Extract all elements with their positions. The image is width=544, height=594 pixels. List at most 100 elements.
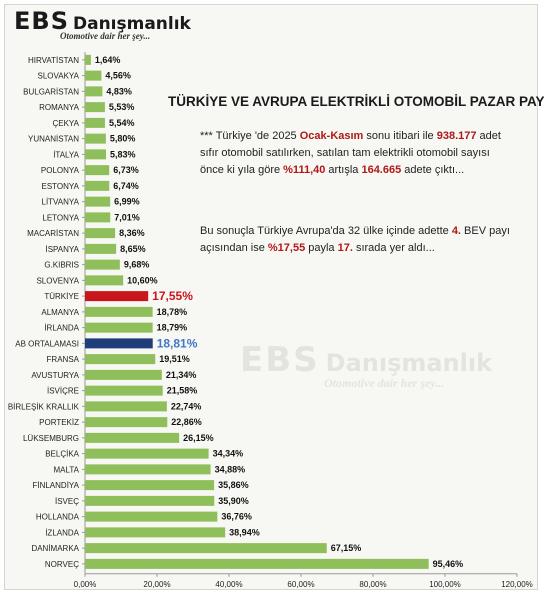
category-label: AVUSTURYA (31, 371, 79, 380)
bar (85, 448, 209, 459)
category-label: PORTEKİZ (39, 418, 79, 427)
value-label: 34,34% (213, 449, 244, 459)
value-label: 6,73% (113, 165, 139, 175)
value-label: 34,88% (215, 464, 246, 474)
category-label: HOLLANDA (36, 513, 80, 522)
value-label: 17,55% (152, 289, 193, 303)
p2-highlight-share: %17,55 (267, 242, 306, 254)
value-label: 5,54% (109, 118, 135, 128)
p1-text-5: adete çıktı... (401, 164, 465, 176)
bar (85, 149, 106, 160)
x-tick-label: 100,00% (429, 580, 461, 589)
bar (85, 480, 215, 491)
category-label: LÜKSEMBURG (23, 434, 79, 443)
value-label: 35,86% (218, 480, 249, 490)
value-label: 22,74% (171, 401, 202, 411)
x-tick-label: 0,00% (74, 580, 97, 589)
value-label: 5,53% (109, 102, 135, 112)
category-label: İSVEÇ (55, 497, 79, 506)
category-label: LİTVANYA (42, 198, 80, 207)
value-label: 9,68% (124, 260, 150, 270)
p1-highlight-growth: %111,40 (283, 164, 326, 176)
p2-text-4: sırada yer aldı... (352, 242, 435, 254)
category-label: NORVEÇ (45, 560, 79, 569)
value-label: 1,64% (95, 55, 121, 65)
summary-paragraph-1: *** Türkiye 'de 2025 Ocak-Kasım sonu iti… (200, 128, 510, 179)
category-label: POLONYA (41, 166, 80, 175)
p1-highlight-ev-sales: 164.665 (361, 164, 402, 176)
category-label: MACARİSTAN (27, 229, 79, 238)
bar (85, 102, 105, 113)
value-label: 35,90% (218, 496, 249, 506)
p1-text-1: *** Türkiye 'de 2025 (200, 130, 300, 142)
category-label: LETONYA (42, 213, 79, 222)
category-label: AB ORTALAMASI (15, 339, 79, 348)
value-label: 26,15% (183, 433, 214, 443)
watermark-firm: Danışmanlık (325, 349, 493, 377)
value-label: 5,80% (110, 134, 136, 144)
category-label: BELÇİKA (45, 450, 79, 459)
bar (85, 243, 117, 254)
bar (85, 543, 327, 554)
bar (85, 558, 429, 569)
x-tick-label: 80,00% (359, 580, 386, 589)
x-tick-label: 20,00% (143, 580, 170, 589)
bar (85, 385, 163, 396)
value-label: 6,99% (114, 197, 140, 207)
bar (85, 86, 103, 97)
category-label: YUNANİSTAN (28, 135, 79, 144)
value-label: 38,94% (229, 527, 260, 537)
p2-text-2: BEV payı açısından ise (200, 225, 510, 254)
bar (85, 275, 124, 286)
bar (85, 322, 153, 333)
category-label: FRANSA (47, 355, 80, 364)
bar (85, 401, 167, 412)
value-label: 5,83% (110, 149, 136, 159)
p1-text-4: artışla (325, 164, 362, 176)
category-label: MALTA (54, 465, 80, 474)
bar (85, 464, 211, 475)
bar (85, 291, 149, 302)
bar (85, 165, 110, 176)
bar (85, 417, 168, 428)
value-label: 18,78% (157, 307, 188, 317)
category-label: BULGARİSTAN (23, 87, 79, 96)
value-label: 21,34% (166, 370, 197, 380)
category-label: ÇEKYA (52, 119, 79, 128)
p1-highlight-total-sales: 938.177 (436, 130, 477, 142)
value-label: 36,76% (221, 512, 252, 522)
category-label: SLOVENYA (36, 276, 79, 285)
bar (85, 133, 106, 144)
value-label: 6,74% (113, 181, 139, 191)
bar (85, 511, 218, 522)
bar (85, 306, 153, 317)
value-label: 22,86% (171, 417, 202, 427)
category-label: BİRLEŞİK KRALLIK (8, 402, 80, 411)
summary-paragraph-2: Bu sonuçla Türkiye Avrupa'da 32 ülke içi… (200, 223, 510, 257)
p2-text-3: payla (305, 242, 338, 254)
company-logo: EBS Danışmanlık Otomotive dair her şey... (14, 8, 191, 41)
bar (85, 180, 110, 191)
bar (85, 495, 215, 506)
category-label: G.KIBRIS (44, 261, 79, 270)
category-label: İRLANDA (44, 324, 79, 333)
p1-highlight-period: Ocak-Kasım (299, 130, 364, 142)
watermark-slogan: Otomotive dair her şey... (324, 376, 445, 390)
value-label: 8,36% (119, 228, 145, 238)
value-label: 8,65% (120, 244, 146, 254)
x-tick-label: 120,00% (501, 580, 533, 589)
p1-text-3: adet sıfır otomobil satılırken, satılan … (200, 130, 501, 176)
value-label: 95,46% (433, 559, 464, 569)
p1-text-2: sonu itibari ile (363, 130, 437, 142)
value-label: 10,60% (127, 275, 158, 285)
category-label: DANİMARKA (31, 544, 79, 553)
bar (85, 338, 153, 349)
value-label: 19,51% (159, 354, 190, 364)
chart-title: TÜRKİYE VE AVRUPA ELEKTRİKLİ OTOMOBİL PA… (168, 94, 544, 109)
value-label: 7,01% (114, 212, 140, 222)
bar (85, 228, 116, 239)
bar (85, 212, 111, 223)
p2-text-1: Bu sonuçla Türkiye Avrupa'da 32 ülke içi… (200, 225, 452, 237)
category-label: SLOVAKYA (38, 72, 80, 81)
category-label: HIRVATİSTAN (28, 56, 79, 65)
